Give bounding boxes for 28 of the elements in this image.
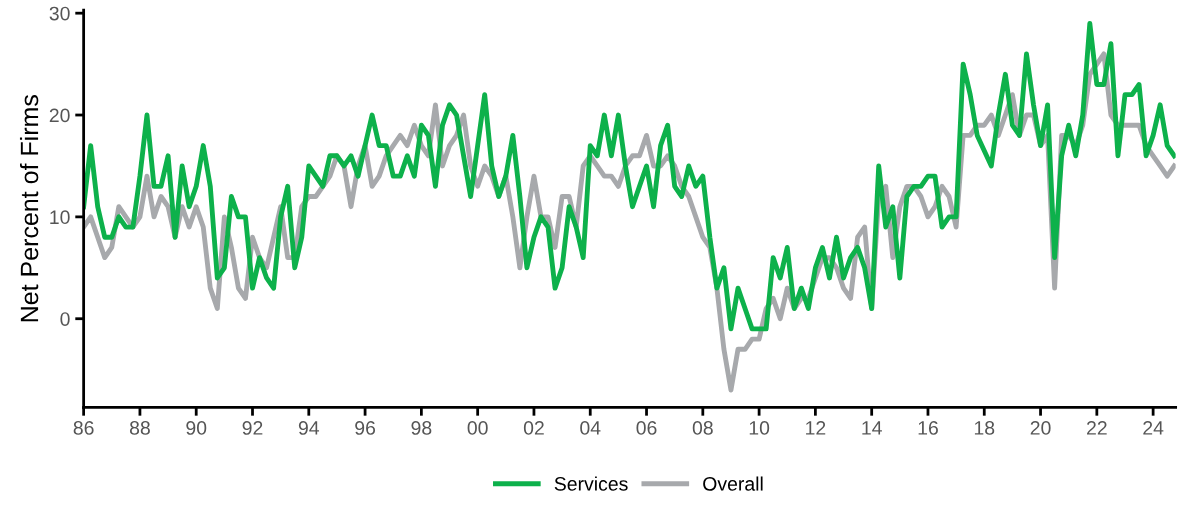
x-tick-label: 06 [636, 421, 657, 435]
y-tick-label: 30 [49, 6, 70, 21]
line-series [83, 20, 1176, 332]
x-tick-label: 96 [355, 421, 376, 435]
x-tick-label: 92 [242, 421, 263, 435]
x-tick-label: 86 [73, 421, 94, 435]
x-tick-label: 22 [1087, 421, 1107, 435]
x-tick-label: 98 [411, 421, 432, 435]
x-tick-label: 94 [298, 421, 320, 435]
x-tick-label: 08 [692, 421, 713, 435]
y-tick-label: 20 [49, 108, 70, 123]
legend-label: Services [554, 476, 628, 491]
x-tick-label: 04 [580, 421, 601, 435]
y-tick-label: 0 [60, 312, 70, 326]
x-tick-label: 18 [974, 421, 995, 435]
x-tick-label: 10 [749, 421, 770, 435]
y-tick-label: 10 [50, 210, 70, 225]
x-tick-label: 24 [1143, 421, 1164, 435]
x-tick-label: 88 [129, 421, 150, 435]
x-tick-label: 12 [806, 421, 826, 435]
x-tick-label: 90 [186, 421, 207, 435]
legend-label: Overall [703, 476, 763, 491]
x-tick-label: 20 [1030, 421, 1051, 435]
x-tick-label: 16 [918, 421, 938, 435]
x-tick-label: 00 [467, 421, 488, 435]
x-tick-label: 14 [862, 421, 882, 435]
x-tick-label: 02 [523, 421, 544, 435]
y-axis-title: Net Percent of Firms [19, 95, 39, 322]
